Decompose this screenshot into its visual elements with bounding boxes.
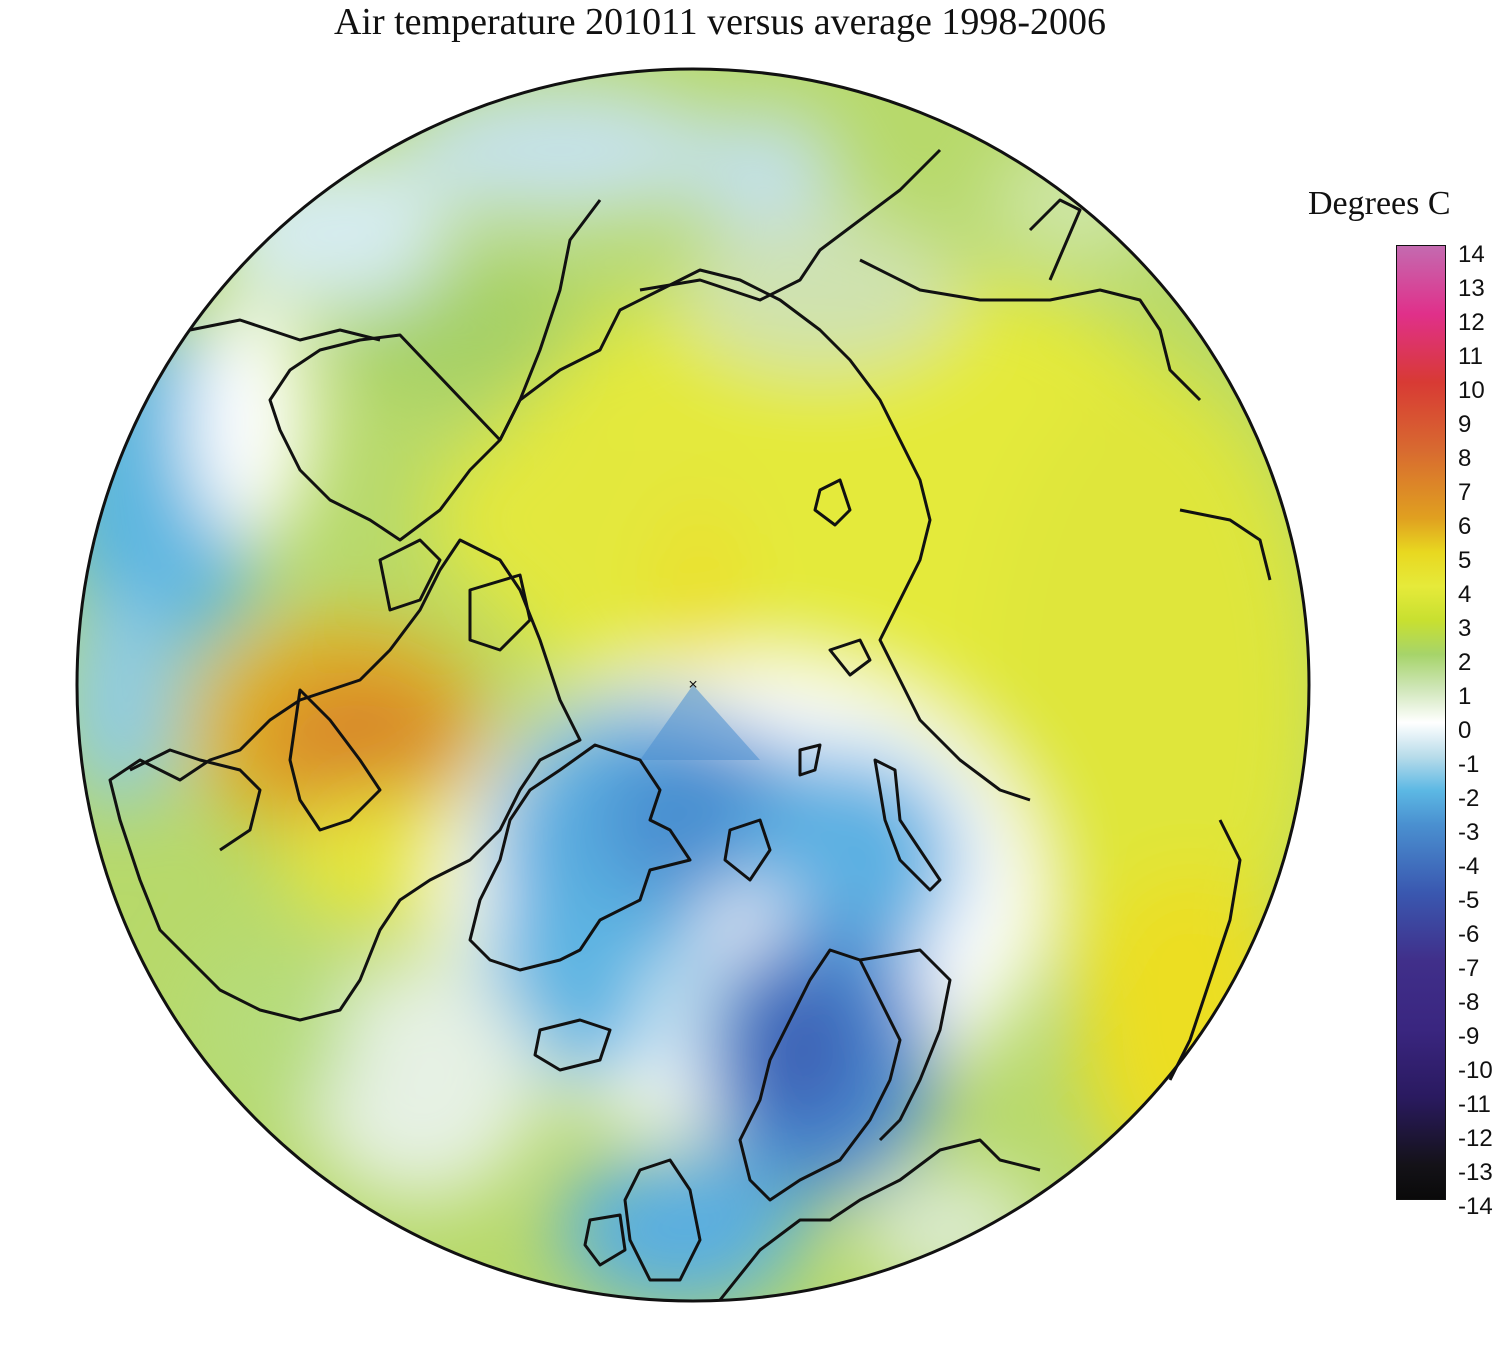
colorbar-tick-label: -11 (1458, 1091, 1491, 1118)
colorbar-tick-label: 14 (1458, 241, 1485, 268)
colorbar-tick-label: -8 (1458, 989, 1480, 1016)
coastlines (108, 148, 1272, 1301)
colorbar-tick-label: 11 (1458, 343, 1483, 370)
colorbar-tick-label: 3 (1458, 615, 1472, 642)
colorbar-tick-label: 8 (1458, 445, 1472, 472)
map-title: Air temperature 201011 versus average 19… (333, 1, 1107, 43)
colorbar-tick-label: -4 (1458, 853, 1480, 880)
colorbar-tick-label: -2 (1458, 785, 1480, 812)
colorbar-tick-label: 12 (1458, 309, 1485, 336)
map-border (75, 67, 1311, 1303)
colorbar-tick-label: -1 (1458, 751, 1480, 778)
colorbar-tick-label: -14 (1458, 1193, 1493, 1220)
colorbar-tick-label: -10 (1458, 1057, 1493, 1084)
colorbar-tick-label: -9 (1458, 1023, 1480, 1050)
colorbar-tick-label: -6 (1458, 921, 1480, 948)
north-pole-marker: × (688, 677, 697, 694)
colorbar-gradient (1396, 245, 1446, 1200)
colorbar-tick-label: -7 (1458, 955, 1480, 982)
colorbar-tick-label: 7 (1458, 479, 1472, 506)
colorbar-tick-label: 13 (1458, 275, 1485, 302)
colorbar-tick-label: -13 (1458, 1159, 1493, 1186)
colorbar-tick-label: 10 (1458, 377, 1485, 404)
units-label: Degrees C (1308, 185, 1451, 222)
colorbar-tick-label: 0 (1458, 717, 1472, 744)
colorbar-tick-label: -3 (1458, 819, 1480, 846)
colorbar-tick-label: -5 (1458, 887, 1480, 914)
colorbar-tick-label: 2 (1458, 649, 1472, 676)
colorbar-tick-label: 1 (1458, 683, 1472, 710)
colorbar (1396, 245, 1446, 1200)
colorbar-tick-label: 4 (1458, 581, 1472, 608)
colorbar-tick-label: 9 (1458, 411, 1472, 438)
temperature-anomaly-field (77, 69, 1309, 1301)
colorbar-tick-label: 6 (1458, 513, 1472, 540)
colorbar-tick-label: 5 (1458, 547, 1472, 574)
colorbar-tick-label: -12 (1458, 1125, 1493, 1152)
